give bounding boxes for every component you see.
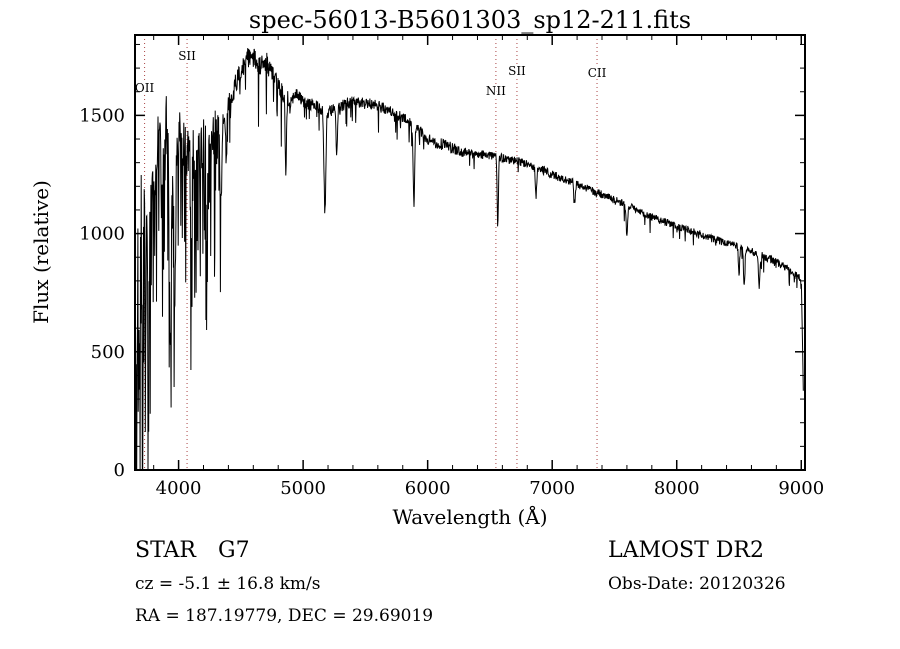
x-tick-label: 4000 — [156, 478, 202, 499]
obs-date-text: Obs-Date: 20120326 — [608, 574, 786, 594]
x-tick-label: 6000 — [405, 478, 451, 499]
spectral-line-label: SII — [178, 49, 196, 63]
spectral-line-label: OII — [135, 81, 155, 95]
x-axis-label: Wavelength (Å) — [392, 504, 547, 529]
subclass-label: G7 — [218, 538, 250, 563]
survey-text: LAMOST DR2 — [608, 538, 764, 563]
cz-text: cz = -5.1 ± 16.8 km/s — [135, 574, 321, 594]
x-tick-label: 5000 — [280, 478, 326, 499]
y-tick-label: 1500 — [79, 105, 125, 126]
spectral-line-label: NII — [486, 84, 506, 98]
spectral-line-label: SII — [508, 64, 526, 78]
coords-text: RA = 187.19779, DEC = 29.69019 — [135, 606, 433, 626]
y-tick-label: 0 — [114, 460, 125, 481]
y-tick-label: 1000 — [79, 224, 125, 245]
plot-frame — [134, 34, 806, 471]
y-axis-label: Flux (relative) — [29, 180, 53, 324]
x-tick-label: 9000 — [778, 478, 824, 499]
class-label: STAR — [135, 538, 197, 563]
axis-ticks: 4000 5000 6000 7000 8000 9000 0 500 1000 1500 — [79, 35, 824, 499]
x-tick-label: 8000 — [654, 478, 700, 499]
classification-text: STAR G7 — [135, 538, 250, 563]
plot-title: spec-56013-B5601303_sp12-211.fits — [249, 6, 691, 34]
y-tick-label: 500 — [91, 342, 125, 363]
spectral-line-label: CII — [588, 66, 607, 80]
x-tick-label: 7000 — [529, 478, 575, 499]
spectrum-trace — [134, 48, 804, 470]
